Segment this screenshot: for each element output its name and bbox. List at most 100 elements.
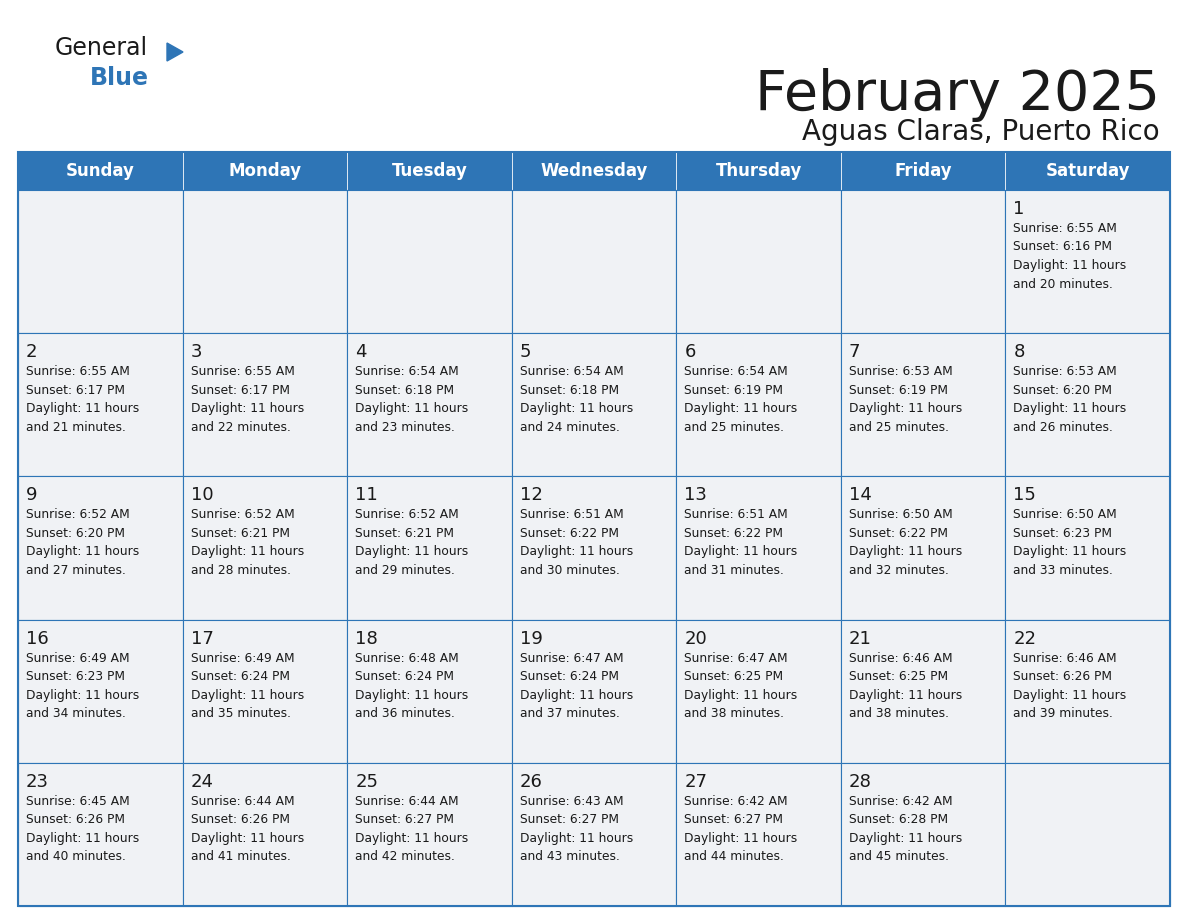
Text: Sunrise: 6:52 AM: Sunrise: 6:52 AM bbox=[355, 509, 459, 521]
Text: Sunset: 6:18 PM: Sunset: 6:18 PM bbox=[355, 384, 454, 397]
Text: and 20 minutes.: and 20 minutes. bbox=[1013, 277, 1113, 290]
Text: Daylight: 11 hours: Daylight: 11 hours bbox=[355, 832, 468, 845]
Bar bbox=[18, 152, 1170, 906]
Text: General: General bbox=[55, 36, 148, 60]
Text: Sunset: 6:18 PM: Sunset: 6:18 PM bbox=[519, 384, 619, 397]
Text: 15: 15 bbox=[1013, 487, 1036, 504]
Text: and 34 minutes.: and 34 minutes. bbox=[26, 707, 126, 720]
Text: Sunrise: 6:50 AM: Sunrise: 6:50 AM bbox=[1013, 509, 1117, 521]
Text: and 21 minutes.: and 21 minutes. bbox=[26, 420, 126, 433]
Text: Monday: Monday bbox=[228, 162, 302, 180]
Text: Sunset: 6:17 PM: Sunset: 6:17 PM bbox=[26, 384, 125, 397]
Text: Sunrise: 6:54 AM: Sunrise: 6:54 AM bbox=[684, 365, 788, 378]
Bar bbox=[512, 333, 676, 476]
Bar bbox=[1005, 190, 1170, 333]
Text: and 29 minutes.: and 29 minutes. bbox=[355, 564, 455, 577]
Bar bbox=[347, 190, 512, 333]
Text: Daylight: 11 hours: Daylight: 11 hours bbox=[1013, 545, 1126, 558]
Text: Sunday: Sunday bbox=[65, 162, 134, 180]
Text: 18: 18 bbox=[355, 630, 378, 647]
Text: and 39 minutes.: and 39 minutes. bbox=[1013, 707, 1113, 720]
Bar bbox=[512, 152, 676, 190]
Text: February 2025: February 2025 bbox=[756, 68, 1159, 122]
Bar bbox=[841, 620, 1005, 763]
Bar bbox=[18, 333, 183, 476]
Text: Tuesday: Tuesday bbox=[392, 162, 467, 180]
Bar bbox=[18, 620, 183, 763]
Text: 12: 12 bbox=[519, 487, 543, 504]
Text: Sunrise: 6:42 AM: Sunrise: 6:42 AM bbox=[849, 795, 953, 808]
Bar bbox=[512, 763, 676, 906]
Bar bbox=[512, 620, 676, 763]
Text: Sunrise: 6:44 AM: Sunrise: 6:44 AM bbox=[355, 795, 459, 808]
Text: Blue: Blue bbox=[90, 66, 148, 90]
Bar bbox=[512, 476, 676, 620]
Text: and 36 minutes.: and 36 minutes. bbox=[355, 707, 455, 720]
Text: Sunrise: 6:43 AM: Sunrise: 6:43 AM bbox=[519, 795, 624, 808]
Text: Sunset: 6:20 PM: Sunset: 6:20 PM bbox=[26, 527, 125, 540]
Text: and 25 minutes.: and 25 minutes. bbox=[684, 420, 784, 433]
Text: Sunset: 6:24 PM: Sunset: 6:24 PM bbox=[519, 670, 619, 683]
Text: and 27 minutes.: and 27 minutes. bbox=[26, 564, 126, 577]
Text: Sunrise: 6:51 AM: Sunrise: 6:51 AM bbox=[684, 509, 788, 521]
Bar bbox=[183, 152, 347, 190]
Bar bbox=[676, 620, 841, 763]
Text: Sunset: 6:25 PM: Sunset: 6:25 PM bbox=[849, 670, 948, 683]
Text: Saturday: Saturday bbox=[1045, 162, 1130, 180]
Bar bbox=[676, 333, 841, 476]
Text: Daylight: 11 hours: Daylight: 11 hours bbox=[519, 688, 633, 701]
Text: Daylight: 11 hours: Daylight: 11 hours bbox=[1013, 688, 1126, 701]
Bar bbox=[1005, 333, 1170, 476]
Text: and 25 minutes.: and 25 minutes. bbox=[849, 420, 949, 433]
Text: Sunrise: 6:47 AM: Sunrise: 6:47 AM bbox=[684, 652, 788, 665]
Text: Daylight: 11 hours: Daylight: 11 hours bbox=[355, 402, 468, 415]
Text: Sunrise: 6:49 AM: Sunrise: 6:49 AM bbox=[26, 652, 129, 665]
Text: Daylight: 11 hours: Daylight: 11 hours bbox=[849, 402, 962, 415]
Text: 26: 26 bbox=[519, 773, 543, 790]
Text: Sunrise: 6:54 AM: Sunrise: 6:54 AM bbox=[355, 365, 459, 378]
Text: Sunrise: 6:51 AM: Sunrise: 6:51 AM bbox=[519, 509, 624, 521]
Text: Sunset: 6:24 PM: Sunset: 6:24 PM bbox=[190, 670, 290, 683]
Text: Sunrise: 6:48 AM: Sunrise: 6:48 AM bbox=[355, 652, 459, 665]
Text: Sunset: 6:19 PM: Sunset: 6:19 PM bbox=[684, 384, 783, 397]
Bar bbox=[18, 152, 183, 190]
Text: Sunrise: 6:53 AM: Sunrise: 6:53 AM bbox=[849, 365, 953, 378]
Text: 28: 28 bbox=[849, 773, 872, 790]
Text: 19: 19 bbox=[519, 630, 543, 647]
Text: Daylight: 11 hours: Daylight: 11 hours bbox=[355, 688, 468, 701]
Text: 7: 7 bbox=[849, 343, 860, 361]
Text: 27: 27 bbox=[684, 773, 707, 790]
Text: Sunrise: 6:54 AM: Sunrise: 6:54 AM bbox=[519, 365, 624, 378]
Text: and 45 minutes.: and 45 minutes. bbox=[849, 850, 949, 863]
Text: and 44 minutes.: and 44 minutes. bbox=[684, 850, 784, 863]
Bar bbox=[347, 476, 512, 620]
Bar bbox=[18, 190, 183, 333]
Text: Sunset: 6:24 PM: Sunset: 6:24 PM bbox=[355, 670, 454, 683]
Text: 5: 5 bbox=[519, 343, 531, 361]
Bar bbox=[1005, 620, 1170, 763]
Text: Daylight: 11 hours: Daylight: 11 hours bbox=[684, 402, 797, 415]
Text: 14: 14 bbox=[849, 487, 872, 504]
Text: 21: 21 bbox=[849, 630, 872, 647]
Bar bbox=[183, 190, 347, 333]
Text: and 22 minutes.: and 22 minutes. bbox=[190, 420, 290, 433]
Text: and 28 minutes.: and 28 minutes. bbox=[190, 564, 291, 577]
Text: Daylight: 11 hours: Daylight: 11 hours bbox=[190, 832, 304, 845]
Text: Daylight: 11 hours: Daylight: 11 hours bbox=[849, 688, 962, 701]
Text: Sunset: 6:27 PM: Sunset: 6:27 PM bbox=[355, 813, 454, 826]
Text: Sunrise: 6:52 AM: Sunrise: 6:52 AM bbox=[26, 509, 129, 521]
Text: 1: 1 bbox=[1013, 200, 1025, 218]
Text: 16: 16 bbox=[26, 630, 49, 647]
Text: Sunset: 6:26 PM: Sunset: 6:26 PM bbox=[1013, 670, 1112, 683]
Text: Daylight: 11 hours: Daylight: 11 hours bbox=[684, 832, 797, 845]
Text: and 31 minutes.: and 31 minutes. bbox=[684, 564, 784, 577]
Text: 13: 13 bbox=[684, 487, 707, 504]
Text: Sunrise: 6:52 AM: Sunrise: 6:52 AM bbox=[190, 509, 295, 521]
Text: and 41 minutes.: and 41 minutes. bbox=[190, 850, 290, 863]
Bar bbox=[183, 620, 347, 763]
Bar bbox=[18, 763, 183, 906]
Text: and 40 minutes.: and 40 minutes. bbox=[26, 850, 126, 863]
Text: Daylight: 11 hours: Daylight: 11 hours bbox=[1013, 402, 1126, 415]
Text: 17: 17 bbox=[190, 630, 214, 647]
Text: 11: 11 bbox=[355, 487, 378, 504]
